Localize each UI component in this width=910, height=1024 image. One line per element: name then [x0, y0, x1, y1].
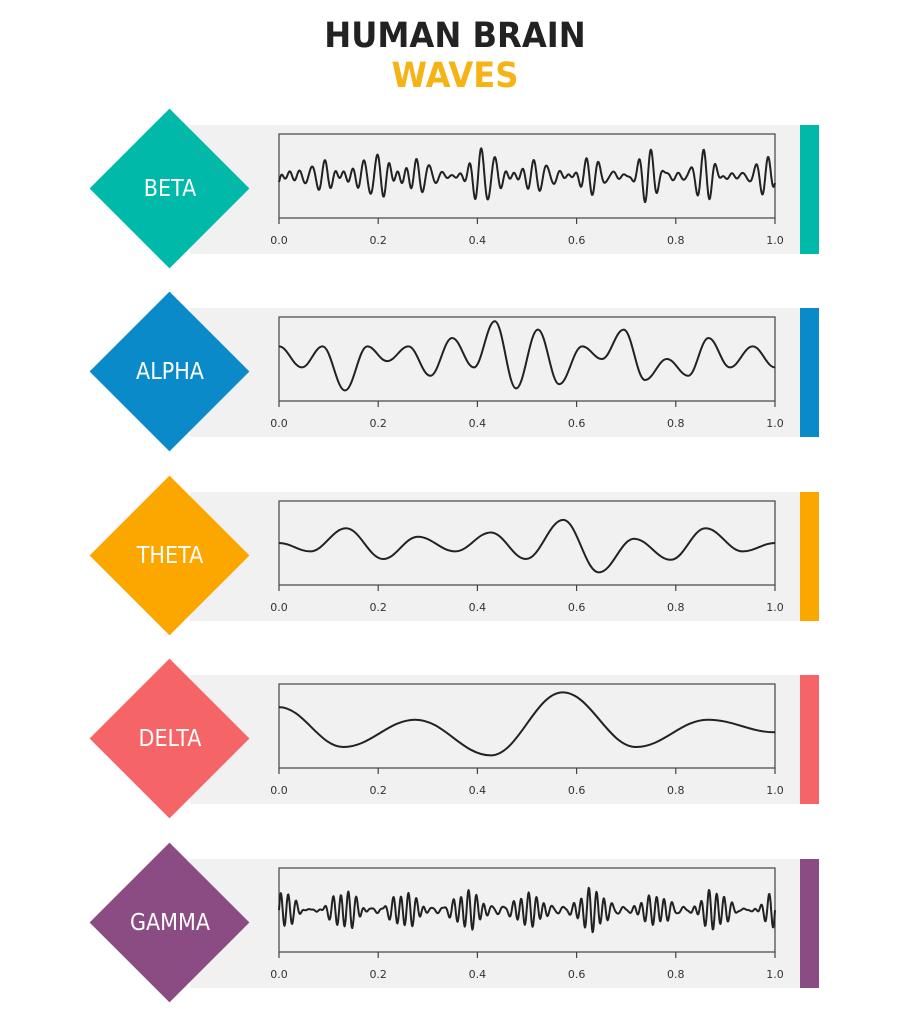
x-tick-label: 0.4: [469, 417, 487, 430]
wave-label: BETA: [143, 176, 197, 202]
wave-chart: 0.0 0.2 0.4 0.6 0.8 1.0: [270, 867, 784, 981]
color-bar: [800, 859, 819, 988]
x-tick-label: 0.4: [469, 784, 487, 797]
x-tick-label: 0.0: [270, 784, 288, 797]
wave-row-alpha: 0.0 0.2 0.4 0.6 0.8 1.0 ALPHA: [0, 291, 910, 452]
wave-line: [278, 147, 776, 204]
x-tick-label: 0.6: [568, 968, 586, 981]
diamond-badge-beta: BETA: [89, 108, 250, 269]
x-tick-label: 0.2: [369, 784, 387, 797]
x-tick-label: 1.0: [766, 234, 784, 247]
plot-frame: [278, 683, 776, 769]
diamond-badge-alpha: ALPHA: [89, 291, 250, 452]
x-tick-label: 0.8: [667, 234, 685, 247]
x-tick-label: 0.8: [667, 601, 685, 614]
wave-chart: 0.0 0.2 0.4 0.6 0.8 1.0: [270, 500, 784, 614]
wave-line: [278, 691, 776, 757]
wave-panel-background: [190, 675, 800, 804]
x-tick-label: 0.2: [369, 968, 387, 981]
diamond-badge-delta: DELTA: [89, 658, 250, 819]
title-line-2: WAVES: [391, 56, 519, 96]
x-tick-label: 0.8: [667, 968, 685, 981]
wave-panel-background: [190, 492, 800, 621]
color-bar: [800, 675, 819, 804]
x-tick-label: 0.0: [270, 417, 288, 430]
x-tick-label: 0.2: [369, 417, 387, 430]
x-tick-label: 0.6: [568, 601, 586, 614]
plot-frame: [278, 133, 776, 219]
plot-frame: [278, 316, 776, 402]
wave-row-delta: 0.0 0.2 0.4 0.6 0.8 1.0 DELTA: [0, 658, 910, 819]
x-tick-label: 0.0: [270, 234, 288, 247]
x-tick-label: 0.8: [667, 784, 685, 797]
wave-panel-background: [190, 308, 800, 437]
x-tick-label: 0.6: [568, 784, 586, 797]
x-tick-label: 0.6: [568, 234, 586, 247]
wave-row-gamma: 0.0 0.2 0.4 0.6 0.8 1.0 GAMMA: [0, 842, 910, 1003]
diamond-badge-gamma: GAMMA: [89, 842, 250, 1003]
x-tick-label: 1.0: [766, 968, 784, 981]
x-tick-label: 1.0: [766, 784, 784, 797]
x-tick-label: 0.2: [369, 601, 387, 614]
wave-line: [278, 886, 776, 934]
wave-line: [278, 320, 776, 392]
wave-label: GAMMA: [129, 910, 211, 936]
x-tick-label: 0.6: [568, 417, 586, 430]
wave-chart: 0.0 0.2 0.4 0.6 0.8 1.0: [270, 133, 784, 247]
x-tick-label: 0.4: [469, 234, 487, 247]
wave-label: DELTA: [138, 726, 202, 752]
diamond-badge-theta: THETA: [89, 475, 250, 636]
title-line-1: HUMAN BRAIN: [324, 16, 586, 56]
x-tick-label: 0.4: [469, 968, 487, 981]
x-tick-label: 0.2: [369, 234, 387, 247]
wave-row-theta: 0.0 0.2 0.4 0.6 0.8 1.0 THETA: [0, 475, 910, 636]
wave-chart: 0.0 0.2 0.4 0.6 0.8 1.0: [270, 316, 784, 430]
x-tick-label: 0.0: [270, 968, 288, 981]
x-tick-label: 1.0: [766, 601, 784, 614]
wave-line: [278, 518, 776, 574]
color-bar: [800, 125, 819, 254]
color-bar: [800, 492, 819, 621]
x-tick-label: 0.0: [270, 601, 288, 614]
x-tick-label: 0.4: [469, 601, 487, 614]
plot-frame: [278, 500, 776, 586]
x-tick-label: 1.0: [766, 417, 784, 430]
wave-label: THETA: [136, 543, 204, 569]
wave-chart: 0.0 0.2 0.4 0.6 0.8 1.0: [270, 683, 784, 797]
x-tick-label: 0.8: [667, 417, 685, 430]
wave-row-beta: 0.0 0.2 0.4 0.6 0.8 1.0 BETA: [0, 108, 910, 269]
color-bar: [800, 308, 819, 437]
wave-label: ALPHA: [136, 359, 204, 385]
